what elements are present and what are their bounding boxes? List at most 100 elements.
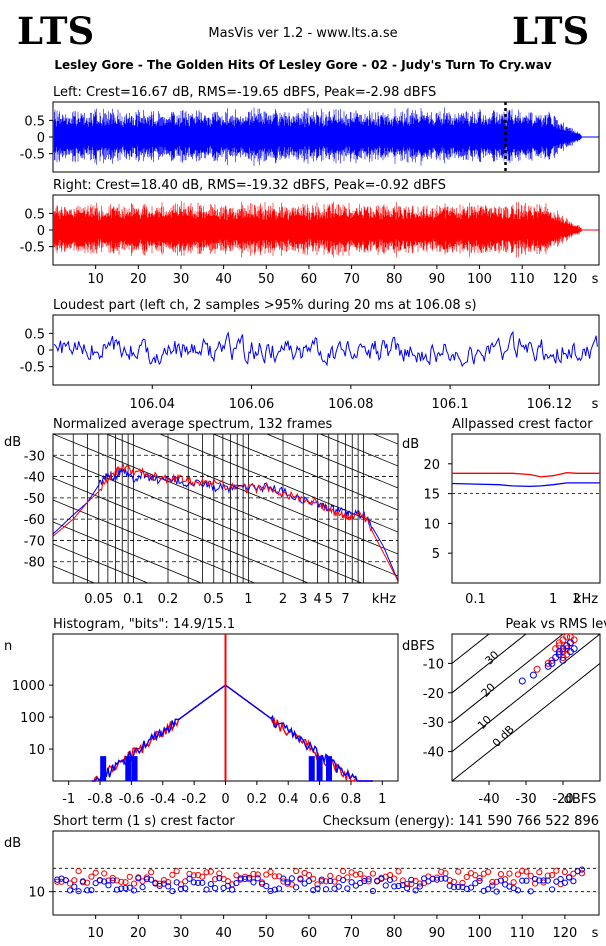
crest-point [553,867,560,874]
crest-point [199,873,206,880]
peak-vs-rms-title: Peak vs RMS level [505,617,606,632]
crest-point [122,879,129,886]
crest-point [305,878,313,885]
x-tick-label: 50 [258,272,275,287]
left-waveform-title: Left: Crest=16.67 dB, RMS=-19.65 dBFS, P… [53,85,436,100]
logo-right: LTS [512,9,590,53]
crest-point [109,877,116,884]
crest-point [327,877,334,885]
x-tick-label: 1 [378,792,386,807]
crest-point [54,878,61,885]
crest-point [241,875,249,882]
x-tick-label: 0.8 [341,792,362,807]
crest-point [194,879,202,887]
crest-point [126,873,133,880]
y-tick-label: 0 [37,344,45,359]
crest-point [467,884,475,891]
crest-point [88,887,95,894]
x-tick-label: 0.1 [465,592,486,607]
crest-point [54,876,61,883]
crest-point [318,876,325,883]
x-tick-label: 20 [130,272,147,287]
crest-point [71,877,78,884]
peak-rms-point [559,656,567,664]
x-tick-label: 7 [341,592,349,607]
crest-point [348,879,355,886]
crest-point [536,869,543,876]
crest-point [403,880,411,888]
crest-point [421,875,428,882]
crest-point [369,870,377,877]
y-axis-label: dB [4,836,21,851]
y-tick-label: -80 [24,556,45,571]
left-waveform-trace [53,107,582,166]
allpassed-series-right [452,472,600,478]
crest-point [352,871,359,878]
crest-point [224,878,231,885]
x-tick-label: -0.4 [150,792,175,807]
y-tick-label: -70 [24,534,45,549]
crest-point [463,873,470,881]
peak-rms-point [544,659,552,667]
spectrum-series-left [53,467,398,582]
crest-point [267,887,274,895]
crest-point [403,885,411,892]
x-tick-label: 120 [552,926,577,941]
crest-point [544,877,551,884]
crest-point [66,887,74,894]
y-tick-label: 20 [423,458,440,473]
loudest-part-title: Loudest part (left ch, 2 samples >95% du… [53,298,477,313]
crest-point [531,875,539,883]
x-tick-label: 110 [510,272,535,287]
crest-point [438,868,445,875]
crest-point [246,874,253,881]
y-tick-label: -10 [423,657,444,672]
crest-point [523,877,530,884]
allpassed-series-left [451,482,600,488]
crest-point [135,875,142,882]
y-tick-label: -40 [423,746,444,761]
peak-rms-point [555,639,563,647]
y-tick-label: 10 [28,886,45,901]
crest-point [506,870,513,877]
x-tick-label: 0.2 [247,792,268,807]
crest-point [527,872,534,879]
x-tick-label: 120 [552,272,577,287]
crest-point [160,880,168,887]
crest-point [386,876,394,884]
crest-point [233,879,240,887]
x-tick-label: -0.2 [181,792,206,807]
crest-point [523,868,530,875]
crest-point [113,886,121,893]
y-tick-label: -0.5 [20,361,45,376]
y-tick-label: 0.5 [24,114,45,129]
crest-point [250,870,257,878]
crest-point [275,885,283,892]
spectrum-slope-line [53,434,398,577]
x-tick-label: 80 [386,272,403,287]
crest-point [148,876,155,883]
crest-point [578,866,586,873]
crest-point [105,882,112,889]
crest-point [62,877,69,884]
peak-rms-point [518,677,526,685]
loudest-part-trace [53,330,598,368]
y-tick-label: 100 [20,711,45,726]
x-tick-label: 0.5 [203,592,224,607]
crest-point [553,878,560,885]
spectrum-slope-line [53,499,256,583]
x-tick-label: 106.08 [328,397,374,412]
crest-point [433,876,441,883]
crest-point [399,881,406,889]
crest-point [165,883,172,890]
y-tick-label: 0 [37,131,45,146]
crest-point [207,868,214,875]
x-tick-label: 50 [258,926,275,941]
crest-point [182,885,189,892]
crest-point [71,883,78,890]
crest-point [297,876,304,883]
crest-point [476,877,483,885]
x-tick-label: 30 [173,926,190,941]
crest-point [450,884,458,891]
